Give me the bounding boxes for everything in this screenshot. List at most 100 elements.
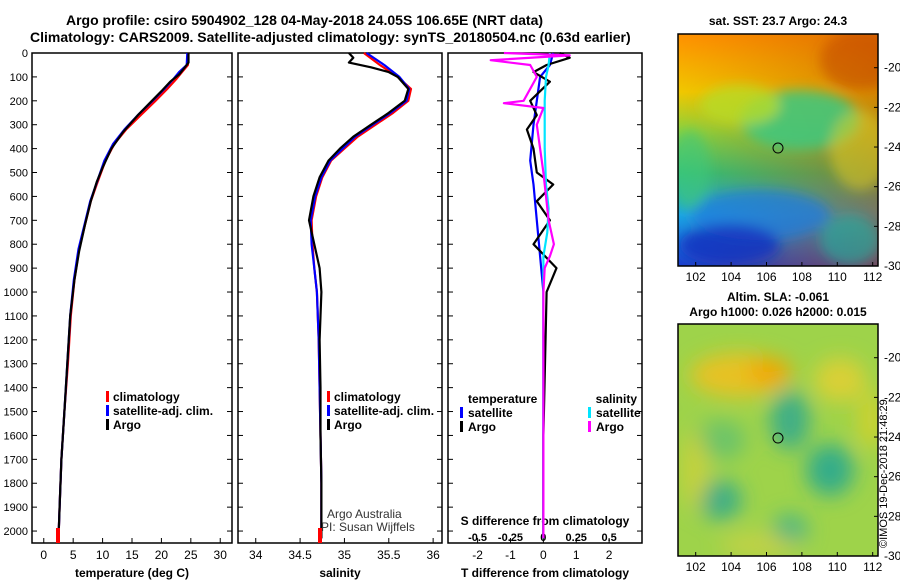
x-tick-label: 36 [426,548,440,562]
y-tick-label: 1300 [4,359,28,371]
map-y-tick-label: -26 [884,470,900,484]
legend-label: Argo [468,420,496,434]
map-y-tick-label: -22 [884,390,900,404]
salinity-panel: 34 34.5 35 35.5 36 salinity climatologysatelli… [237,52,443,580]
sla-map-subtitle: Argo h1000: 0.026 h2000: 0.015 [689,305,867,319]
y-tick-label: 600 [10,191,28,203]
map-y-tick-label: -20 [884,351,900,365]
x2-tick-label: 0.25 [566,532,587,544]
x-tick-label: 34 [249,548,263,562]
legend-swatch [327,419,330,430]
argo-position-marker [772,142,784,154]
map-y-tick-label: -30 [884,549,900,563]
sla-map-panel: Altim. SLA: -0.061 Argo h1000: 0.026 h20… [677,290,900,574]
x-tick-label: 30 [214,548,228,562]
y-tick-label: 1900 [4,502,28,514]
sst-map-panel: sat. SST: 23.7 Argo: 24.3 102 104 106 108 11… [677,14,900,284]
bottom-marker [56,528,60,543]
map-y-tick-label: -30 [884,259,900,273]
map-y-tick-label: -24 [884,430,900,444]
y-tick-label: 1500 [4,407,28,419]
legend-swatch [588,421,591,432]
y-tick-label: 1100 [4,311,28,323]
plot-frame [237,52,443,544]
y-tick-label: 100 [10,72,28,84]
y-tick-label: 0 [22,48,28,60]
y-tick-label: 800 [10,239,28,251]
x2-axis-label: S difference from climatology [461,514,630,528]
legend-swatch [327,391,330,402]
y-tick-label: 1000 [4,287,28,299]
map-x-tick-label: 104 [721,560,741,574]
argo-position-marker [772,432,784,444]
map-x-tick-label: 108 [792,560,812,574]
x-tick-label: 0 [540,548,547,562]
map-y-tick-label: -24 [884,140,900,154]
map-y-tick-label: -28 [884,219,900,233]
timestamp-stamp: ©IMOS 19-Dec-2018 21:48:29 [878,399,890,548]
series-line-argo [57,53,190,539]
x-tick-label: 35 [338,548,352,562]
sla-map-image [678,324,878,556]
map-y-tick-label: -20 [884,61,900,75]
y-tick-label: 1800 [4,478,28,490]
credit-line-2: PI: Susan Wijffels [321,520,415,534]
legend-swatch [460,407,463,418]
x-tick-label: 0 [40,548,47,562]
legend-label: Argo [113,418,141,432]
y-tick-label: 900 [10,263,28,275]
title-line-1: Argo profile: csiro 5904902_128 04-May-2… [66,12,544,28]
map-y-tick-label: -28 [884,509,900,523]
temperature-panel: 0100200300400500600700800900100011001200… [4,48,233,580]
map-x-tick-label: 102 [686,560,706,574]
map-x-tick-label: 112 [863,560,882,574]
title-line-2: Climatology: CARS2009. Satellite-adjuste… [30,29,631,45]
y-tick-label: 1600 [4,430,28,442]
legend-swatch [106,391,109,402]
legend-swatch [460,421,463,432]
credit-line-1: Argo Australia [327,507,402,521]
x-tick-label: 15 [125,548,139,562]
series-line-argo [307,52,410,539]
map-x-tick-label: 112 [863,270,882,284]
x-tick-label: 35.5 [377,548,401,562]
x-axis-label: salinity [319,566,361,580]
legend-label: satellite-adj. clim. [113,404,213,418]
series-line-s-argo [489,51,571,539]
x2-tick-label: -0.5 [468,532,487,544]
map-x-tick-label: 110 [828,560,847,574]
legend-label: Argo [596,420,624,434]
y-tick-label: 1200 [4,335,28,347]
x-tick-label: 20 [155,548,169,562]
legend-label: satellite [596,406,641,420]
plot-frame [31,52,233,544]
x-tick-label: 5 [70,548,77,562]
sst-map-image [678,34,878,266]
map-x-tick-label: 110 [828,270,847,284]
map-x-tick-label: 104 [721,270,741,284]
x2-tick-label: -0.25 [498,532,523,544]
legend-swatch [327,405,330,416]
x-axis-label: T difference from climatology [461,566,629,580]
x-tick-label: 34.5 [288,548,312,562]
x-tick-label: -2 [472,548,483,562]
x-tick-label: 2 [606,548,613,562]
legend-title: temperature [468,392,538,406]
map-x-tick-label: 108 [792,270,812,284]
x-axis-label: temperature (deg C) [75,566,189,580]
x-tick-label: 1 [573,548,580,562]
y-tick-label: 1700 [4,454,28,466]
map-y-tick-label: -22 [884,100,900,114]
legend-label: satellite-adj. clim. [334,404,434,418]
map-x-tick-label: 106 [756,270,776,284]
y-tick-label: 700 [10,215,28,227]
legend-label: Argo [334,418,362,432]
legend-label: satellite [468,406,513,420]
x2-tick-label: 0.5 [601,532,616,544]
legend-swatch [588,407,591,418]
sla-map-title: Altim. SLA: -0.061 [727,290,829,304]
difference-panel: -2 -1 0 1 2-0.5 -0.25 0 0.25 0.5S difference fro… [447,51,643,580]
legend-label: climatology [334,390,401,404]
y-tick-label: 300 [10,120,28,132]
